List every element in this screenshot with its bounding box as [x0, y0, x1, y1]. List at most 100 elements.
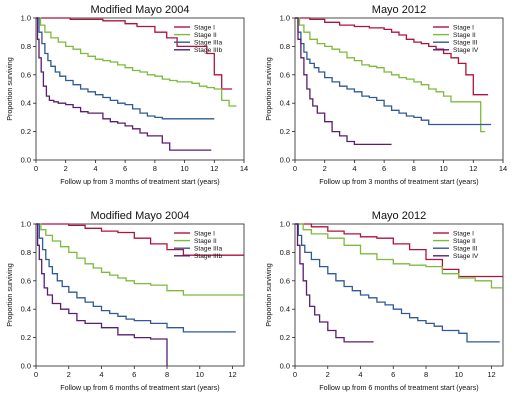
x-tick-label: 6: [391, 370, 395, 379]
series-line-stage-ii: [36, 223, 244, 296]
y-tick-label: 0.6: [21, 70, 31, 79]
x-axis-label: Follow up from 3 months of treatment sta…: [319, 177, 478, 186]
y-tick-label: 0.8: [280, 42, 290, 51]
series-line-stage-i: [295, 17, 489, 96]
x-tick-label: 14: [240, 164, 248, 173]
x-tick-label: 12: [228, 370, 236, 379]
x-tick-label: 8: [165, 370, 169, 379]
x-tick-label: 2: [323, 164, 327, 173]
y-axis-label: Proportion surviving: [5, 57, 14, 121]
y-tick-label: 0.0: [280, 362, 290, 371]
series-line-stage-iv: [295, 17, 392, 146]
chart-title: Modified Mayo 2004: [90, 4, 189, 16]
series-line-stage-iiib: [36, 17, 212, 151]
legend-label: Stage IIIb: [194, 47, 223, 54]
x-tick-label: 12: [210, 164, 218, 173]
x-tick-label: 8: [153, 164, 157, 173]
x-tick-label: 0: [34, 370, 38, 379]
legend-label: Stage III: [453, 246, 478, 253]
x-tick-label: 8: [412, 164, 416, 173]
series-line-stage-i: [36, 223, 244, 256]
legend-label: Stage II: [194, 238, 217, 245]
chart-title: Mayo 2012: [372, 4, 426, 16]
legend-label: Stage IV: [453, 47, 479, 54]
x-tick-label: 10: [196, 370, 204, 379]
series-line-stage-iiia: [36, 223, 236, 333]
legend-label: Stage I: [194, 230, 215, 237]
series-line-stage-ii: [295, 223, 503, 289]
x-tick-label: 10: [439, 164, 447, 173]
y-tick-label: 0.2: [280, 333, 290, 342]
y-axis-label: Proportion surviving: [264, 57, 273, 121]
x-tick-label: 12: [487, 370, 495, 379]
legend-label: Stage II: [453, 32, 476, 39]
series-line-stage-ii: [295, 17, 486, 133]
x-tick-label: 6: [382, 164, 386, 173]
series-line-stage-iii: [295, 17, 492, 126]
y-tick-label: 0.8: [21, 248, 31, 257]
plot-frame: [294, 17, 504, 161]
x-tick-label: 4: [358, 370, 362, 379]
chart-title: Mayo 2012: [372, 210, 426, 222]
y-tick-label: 0.4: [280, 99, 290, 108]
x-tick-label: 6: [123, 164, 127, 173]
y-tick-label: 0.6: [280, 70, 290, 79]
y-tick-label: 0.2: [21, 333, 31, 342]
x-tick-label: 2: [326, 370, 330, 379]
y-tick-label: 0.8: [21, 42, 31, 51]
y-tick-label: 0.6: [21, 276, 31, 285]
x-axis-label: Follow up from 6 months of treatment sta…: [60, 383, 219, 392]
legend-label: Stage IIIa: [194, 246, 223, 253]
legend-label: Stage II: [453, 238, 476, 245]
chart-panel-4: Mayo 2012 0.0 0.2 0.4 0.6 0.8 1.0 0 2 4 6 8 10 12 Foll…: [264, 210, 504, 392]
y-axis-label: Proportion surviving: [264, 263, 273, 327]
legend-label: Stage I: [453, 24, 474, 31]
x-axis-label: Follow up from 3 months of treatment sta…: [60, 177, 219, 186]
x-tick-label: 4: [93, 164, 97, 173]
y-tick-label: 0.0: [21, 156, 31, 165]
y-tick-label: 0.4: [21, 305, 31, 314]
x-tick-label: 0: [293, 164, 297, 173]
plot-frame: [294, 223, 504, 367]
y-tick-label: 0.0: [280, 156, 290, 165]
x-tick-label: 4: [352, 164, 356, 173]
legend-label: Stage III: [453, 40, 478, 47]
legend-label: Stage IV: [453, 253, 479, 260]
legend-label: Stage IIIa: [194, 40, 223, 47]
x-tick-label: 10: [455, 370, 463, 379]
legend-label: Stage I: [453, 230, 474, 237]
x-tick-label: 14: [499, 164, 507, 173]
x-tick-label: 8: [424, 370, 428, 379]
y-tick-label: 1.0: [280, 220, 290, 229]
y-axis-label: Proportion surviving: [5, 263, 14, 327]
series-line-stage-iiib: [36, 223, 168, 366]
y-tick-label: 0.4: [280, 305, 290, 314]
y-tick-label: 0.4: [21, 99, 31, 108]
legend-label: Stage I: [194, 24, 215, 31]
y-tick-label: 1.0: [280, 14, 290, 23]
x-tick-label: 0: [293, 370, 297, 379]
x-axis-label: Follow up from 6 months of treatment sta…: [319, 383, 478, 392]
y-tick-label: 0.8: [280, 248, 290, 257]
y-tick-label: 0.6: [280, 276, 290, 285]
legend-label: Stage IIIb: [194, 253, 223, 260]
x-tick-label: 6: [132, 370, 136, 379]
series-line-stage-iiia: [36, 17, 215, 120]
y-tick-label: 0.2: [21, 127, 31, 136]
x-tick-label: 0: [34, 164, 38, 173]
series-line-stage-ii: [36, 17, 237, 107]
series-line-stage-iv: [295, 223, 374, 343]
x-tick-label: 4: [99, 370, 103, 379]
chart-panel-2: Mayo 2012 0.0 0.2 0.4 0.6 0.8 1.0 0 2 4 6 8 10 12 14 Fo…: [264, 4, 507, 186]
series-line-stage-i: [36, 17, 233, 90]
chart-title: Modified Mayo 2004: [90, 210, 189, 222]
x-tick-label: 10: [180, 164, 188, 173]
x-tick-label: 12: [469, 164, 477, 173]
x-tick-label: 2: [67, 370, 71, 379]
legend-label: Stage II: [194, 32, 217, 39]
chart-panel-1: Modified Mayo 2004 0.0 0.2 0.4 0.6 0.8 1.0 0 2 4 6…: [5, 4, 248, 186]
y-tick-label: 0.2: [280, 127, 290, 136]
plot-frame: [35, 17, 245, 161]
y-tick-label: 1.0: [21, 14, 31, 23]
